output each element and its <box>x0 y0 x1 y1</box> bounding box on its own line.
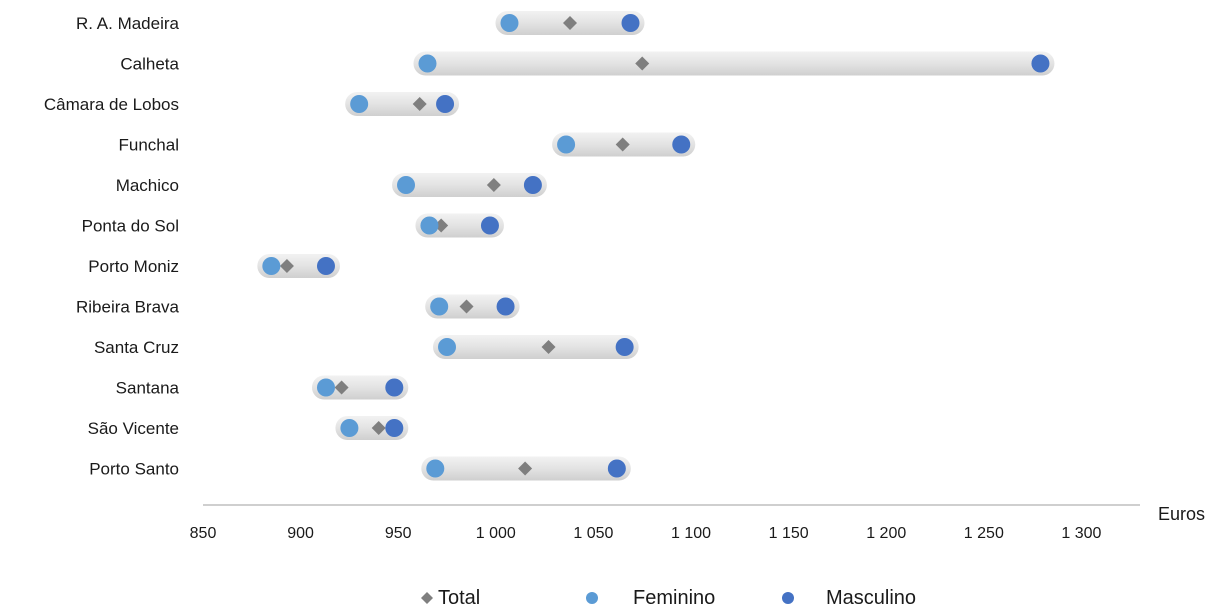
x-tick-label: 1 150 <box>769 525 809 542</box>
x-tick-label: 1 000 <box>476 525 516 542</box>
feminino-marker <box>262 257 281 275</box>
x-tick-label: 850 <box>190 525 217 542</box>
category-label: Santana <box>116 379 180 398</box>
feminino-marker <box>426 459 445 478</box>
x-tick-label: 1 300 <box>1061 525 1101 542</box>
category-label: Porto Santo <box>89 460 179 479</box>
category-label: Calheta <box>120 55 179 74</box>
masculino-marker <box>621 14 640 32</box>
total-marker <box>412 97 427 111</box>
total-marker <box>518 461 533 476</box>
legend: Total Feminino Masculino <box>421 587 916 609</box>
feminino-marker <box>418 54 437 73</box>
legend-total-icon <box>421 592 433 604</box>
feminino-marker <box>340 419 359 437</box>
range-bar <box>392 173 547 197</box>
feminino-marker <box>430 297 449 316</box>
total-marker <box>635 56 650 71</box>
feminino-marker <box>438 338 457 356</box>
masculino-marker <box>1031 54 1050 73</box>
masculino-marker <box>480 216 499 235</box>
masculino-marker <box>385 419 404 437</box>
category-label: São Vicente <box>88 419 179 438</box>
x-tick-label: 1 200 <box>866 525 906 542</box>
masculino-marker <box>436 95 455 113</box>
x-tick-label: 900 <box>287 525 314 542</box>
legend-feminino-label: Feminino <box>633 587 715 609</box>
feminino-marker <box>420 216 439 235</box>
feminino-marker <box>500 14 519 32</box>
masculino-marker <box>496 297 515 316</box>
total-marker <box>562 16 577 30</box>
masculino-marker <box>385 378 404 397</box>
category-label: R. A. Madeira <box>76 14 180 33</box>
total-marker <box>615 137 630 152</box>
range-bar <box>415 213 504 238</box>
x-tick-labels: 850 900 950 1 000 1 050 1 100 1 150 1 200 1 250 1… <box>190 525 1102 542</box>
total-marker <box>279 259 294 273</box>
total-marker <box>486 178 501 192</box>
category-label: Ribeira Brava <box>76 298 180 317</box>
range-bar <box>413 51 1055 76</box>
category-labels: R. A. Madeira Calheta Câmara de Lobos Funch… <box>44 14 180 479</box>
legend-total-label: Total <box>438 587 480 609</box>
feminino-marker <box>350 95 369 113</box>
masculino-marker <box>523 176 542 194</box>
x-tick-label: 1 250 <box>964 525 1004 542</box>
range-bar <box>311 375 409 400</box>
feminino-marker <box>316 378 335 397</box>
x-tick-label: 1 100 <box>671 525 711 542</box>
feminino-marker <box>397 176 416 194</box>
category-label: Câmara de Lobos <box>44 95 179 114</box>
feminino-marker <box>557 135 576 154</box>
x-tick-label: 1 050 <box>573 525 613 542</box>
range-bars <box>257 11 1055 481</box>
total-marker <box>459 299 474 314</box>
x-tick-label: 950 <box>385 525 412 542</box>
total-marker <box>371 421 386 435</box>
range-bar <box>345 92 460 116</box>
category-label: Santa Cruz <box>94 338 179 357</box>
total-marker <box>541 340 556 354</box>
legend-feminino-icon <box>586 592 598 604</box>
masculino-marker <box>607 459 626 478</box>
category-label: Ponta do Sol <box>82 217 179 236</box>
data-markers <box>262 14 1050 478</box>
range-bar <box>433 335 639 359</box>
masculino-marker <box>672 135 691 154</box>
masculino-marker <box>316 257 335 275</box>
total-marker <box>334 380 349 395</box>
legend-masculino-label: Masculino <box>826 587 916 609</box>
category-label: Porto Moniz <box>88 257 179 276</box>
masculino-marker <box>615 338 634 356</box>
legend-masculino-icon <box>782 592 794 604</box>
category-label: Funchal <box>119 136 179 155</box>
category-label: Machico <box>116 176 179 195</box>
x-axis-label: Euros <box>1158 504 1205 524</box>
